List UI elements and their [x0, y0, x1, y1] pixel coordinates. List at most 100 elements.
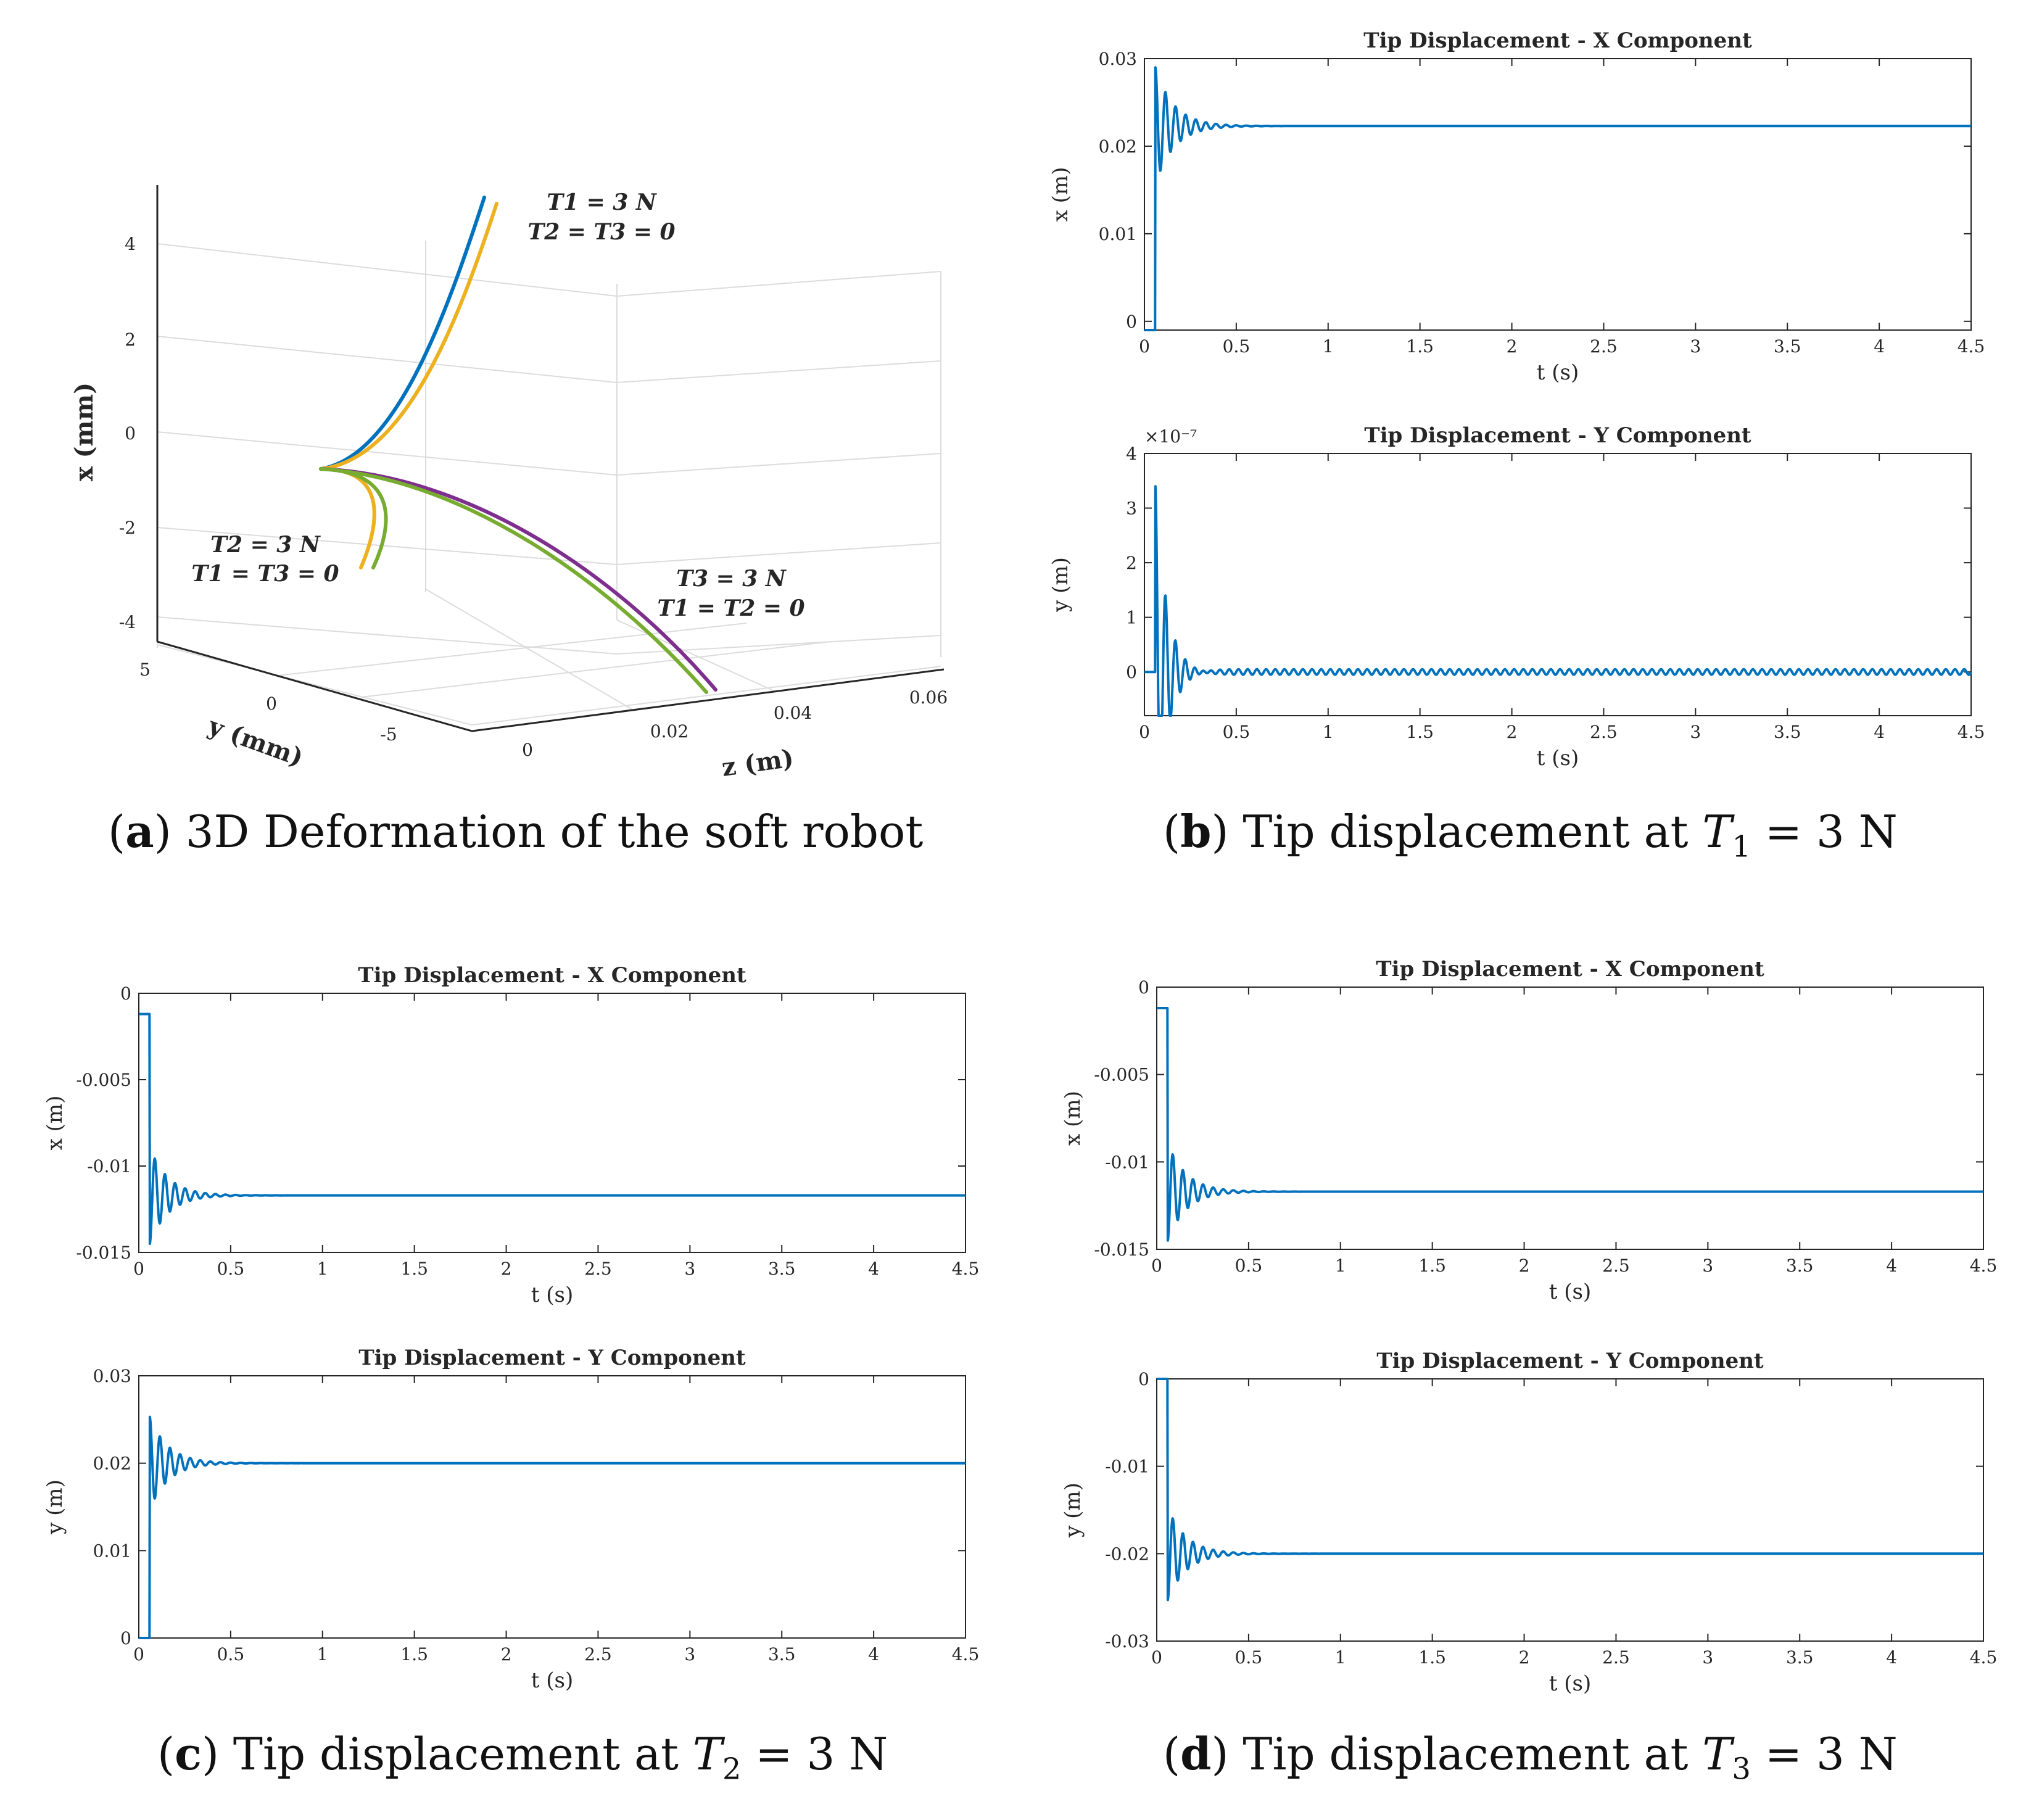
x-tick-label: 0: [133, 1644, 144, 1665]
annotation-t2-line1: T2 = 3 N: [210, 532, 321, 558]
x-tick-label: 4: [1874, 336, 1885, 357]
x-axis-label: x (mm): [70, 383, 99, 481]
x-tick-label: 3.5: [1774, 336, 1801, 357]
caption-c: (c) Tip displacement at T2 = 3 N: [157, 1727, 888, 1787]
caption-b-rest: = 3 N: [1750, 806, 1898, 858]
plot-b2: Tip Displacement - Y Component 0 0.5 1 1.5 2 2…: [1048, 423, 1985, 771]
x-axis-label: t (s): [1549, 1280, 1591, 1304]
y-tick-label: -0.015: [1094, 1239, 1149, 1260]
y-axis-label: y (m): [1048, 557, 1073, 613]
annotation-t3-line1: T3 = 3 N: [676, 566, 787, 592]
3d-grid: [157, 185, 941, 726]
x-tick-label: 3.5: [1786, 1647, 1814, 1668]
caption-d-rest: = 3 N: [1750, 1728, 1898, 1780]
plot-title: Tip Displacement - X Component: [1376, 957, 1764, 982]
curve-t1-orange: [319, 202, 498, 471]
x-tick-label: 1.5: [1418, 1255, 1446, 1276]
x-tick-label: 2: [1519, 1647, 1530, 1668]
y-tick-label: -0.015: [76, 1243, 131, 1263]
plot-c1: Tip Displacement - X Component 0 0.5 1 1.5 2 2…: [43, 963, 979, 1307]
z-axis-label: z (m): [720, 743, 795, 782]
curve-t3-green: [319, 467, 708, 694]
x-tick-label: 1.5: [1406, 336, 1434, 357]
y-tick-label: -0.005: [76, 1070, 131, 1090]
y-tick-label: 0: [1126, 312, 1137, 332]
3d-curves: [319, 196, 717, 694]
x-tick-label: 2.5: [584, 1644, 612, 1665]
annotation-t2-line2: T1 = T3 = 0: [191, 561, 339, 587]
plot-title: Tip Displacement - Y Component: [1376, 1349, 1764, 1373]
plot-title: Tip Displacement - Y Component: [358, 1346, 746, 1370]
y-tick-label: 0.01: [93, 1541, 131, 1561]
x-tick-label: 2: [1519, 1255, 1530, 1276]
y-tick-label: -0.01: [87, 1156, 131, 1177]
plot-frame: [138, 1375, 966, 1639]
y-tick: 5: [139, 660, 151, 680]
y-axis-label: x (m): [43, 1096, 67, 1151]
y-axis-label: x (m): [1048, 167, 1073, 222]
z-axis-line: [471, 668, 945, 732]
x-tick-label: 2.5: [1590, 722, 1618, 742]
y-axis-label: y (m): [43, 1479, 67, 1535]
y-exponent-label: ×10⁻⁷: [1144, 426, 1197, 447]
y-axis-label: y (mm): [204, 711, 307, 772]
caption-d-sub: 3: [1732, 1752, 1751, 1787]
x-tick-label: 0: [133, 1259, 144, 1279]
3d-annotations: T1 = 3 N T2 = T3 = 0 T2 = 3 N T1 = T3 = …: [191, 189, 804, 621]
x-tick: 4: [125, 234, 136, 254]
series-line-b1: [1143, 66, 1972, 331]
x-tick-label: 4.5: [1958, 722, 1985, 742]
x-axis-label: t (s): [1549, 1671, 1591, 1696]
z-tick: 0: [522, 740, 533, 760]
caption-c-rest: = 3 N: [741, 1728, 888, 1780]
x-tick-label: 3: [1690, 722, 1701, 742]
x-tick-label: 3: [1702, 1255, 1713, 1276]
x-tick-label: 4: [1874, 722, 1885, 742]
series-line-d1: [1156, 1007, 1985, 1242]
annotation-t3-line2: T1 = T2 = 0: [657, 595, 804, 621]
y-tick-label: 0.02: [1099, 136, 1137, 157]
x-tick-label: 2.5: [1602, 1647, 1630, 1668]
plot-frame: [1156, 987, 1984, 1250]
x-tick-label: 2.5: [1602, 1255, 1630, 1276]
plot-title: Tip Displacement - Y Component: [1364, 423, 1751, 448]
y-tick-label: -0.03: [1105, 1631, 1149, 1652]
y-tick-label: 1: [1126, 608, 1137, 628]
series-line-b2: [1143, 485, 1972, 717]
caption-c-letter: c: [175, 1727, 202, 1780]
x-tick-label: 1.5: [400, 1259, 428, 1279]
y-tick-label: -0.01: [1105, 1152, 1149, 1172]
x-tick-label: 0: [1139, 336, 1150, 357]
series-line-c1: [138, 1012, 967, 1245]
plot-frame: [1144, 453, 1972, 716]
x-axis-label: t (s): [531, 1668, 573, 1693]
x-tick-label: 2: [501, 1259, 512, 1279]
x-tick-label: 3: [684, 1259, 695, 1279]
plot-b1: Tip Displacement - X Component 0 0.5 1 1.5 2 2…: [1048, 28, 1985, 385]
x-tick-label: 4: [1886, 1647, 1897, 1668]
x-tick: -2: [119, 518, 136, 538]
plot-d2: Tip Displacement - Y Component 0 0.5 1 1.5 2 2…: [1061, 1349, 1997, 1696]
plot-title: Tip Displacement - X Component: [358, 963, 746, 988]
x-tick-label: 3: [1702, 1647, 1713, 1668]
x-tick-label: 0.5: [1235, 1647, 1263, 1668]
plot-frame: [1156, 1378, 1984, 1642]
x-tick-label: 3.5: [1786, 1255, 1814, 1276]
annotation-t1-line2: T2 = T3 = 0: [527, 219, 675, 245]
x-tick-label: 0: [1151, 1255, 1162, 1276]
caption-d-var: T: [1702, 1728, 1732, 1780]
x-tick-label: 3.5: [768, 1259, 796, 1279]
plot-frame: [1144, 58, 1972, 331]
x-tick-label: 4: [868, 1259, 879, 1279]
y-tick-label: 0: [1126, 662, 1137, 682]
x-tick-label: 2.5: [1590, 336, 1618, 357]
y-tick-label: 0: [1138, 1369, 1149, 1389]
x-tick-label: 0: [1139, 722, 1150, 742]
y-tick-label: 0: [120, 983, 131, 1004]
y-tick-label: 0: [1138, 977, 1149, 998]
y-tick-label: 0.03: [93, 1366, 131, 1386]
curve-t1-blue: [319, 196, 486, 471]
y-tick-label: 4: [1126, 444, 1137, 464]
x-tick-label: 0.5: [217, 1259, 245, 1279]
